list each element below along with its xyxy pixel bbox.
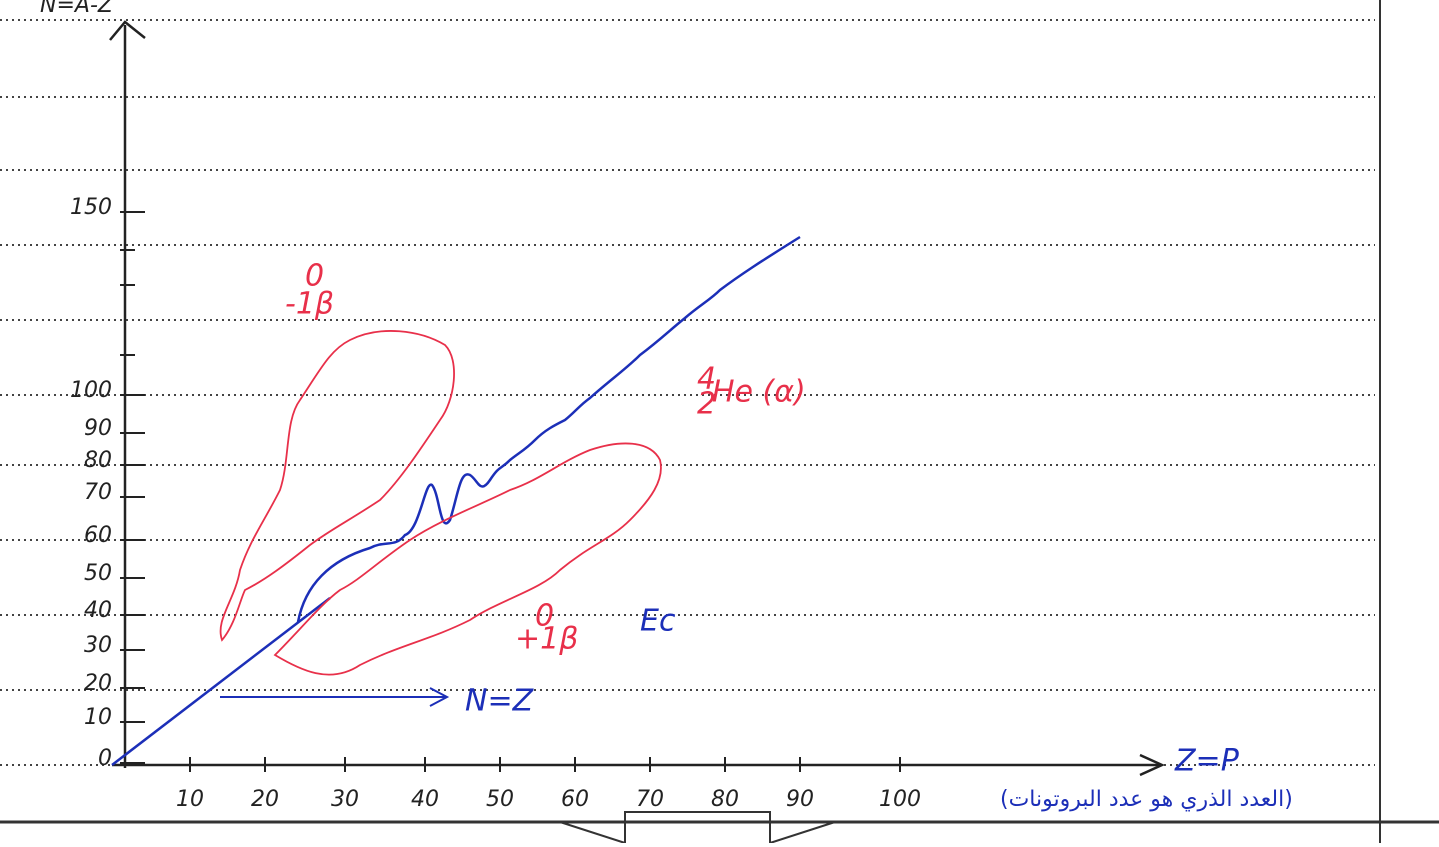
beta-plus-region xyxy=(275,443,661,674)
beta-minus-label: -1β xyxy=(285,287,334,322)
y-axis-label: N=A-Z xyxy=(40,0,114,18)
x-tick-label: 100 xyxy=(879,787,921,812)
y-tick-label: 150 xyxy=(70,195,112,220)
x-tick-label: 20 xyxy=(251,787,279,812)
x-tick-label: 40 xyxy=(411,787,439,812)
y-tick-label: 70 xyxy=(84,480,112,505)
stability-line-label: N=Z xyxy=(465,684,535,719)
y-tick-label: 100 xyxy=(70,378,112,403)
y-tick-label: 20 xyxy=(84,671,112,696)
y-tick-label: 60 xyxy=(84,523,112,548)
x-tick-label: 30 xyxy=(331,787,359,812)
x-tick-label: 60 xyxy=(561,787,589,812)
beta-plus-label: +1β xyxy=(515,622,578,657)
y-tick-label: 50 xyxy=(84,561,112,586)
y-tick-label: 80 xyxy=(84,448,112,473)
y-tick-label: 90 xyxy=(84,416,112,441)
y-tick-label: 0 xyxy=(98,746,112,771)
page: {"graph": { "y_axis_label": "N=A-Z", "x_… xyxy=(0,0,1439,843)
notebook-page: 1501009080706050403020100102030405060708… xyxy=(0,0,1439,843)
x-tick-label: 50 xyxy=(486,787,514,812)
x-tick-label: 70 xyxy=(636,787,664,812)
x-tick-label: 80 xyxy=(711,787,739,812)
y-tick-label: 10 xyxy=(84,705,112,730)
page-tab xyxy=(560,812,835,843)
y-axis-arrow xyxy=(110,22,145,40)
ruled-lines xyxy=(0,20,1375,765)
x-tick-label: 10 xyxy=(176,787,204,812)
stability-valley-curve xyxy=(298,237,800,622)
alpha-label: He (α) xyxy=(712,375,806,410)
capture-label: Ec xyxy=(640,604,676,639)
x-tick-label: 90 xyxy=(786,787,814,812)
beta-minus-region xyxy=(221,331,455,640)
x-axis-label: Z=P xyxy=(1174,744,1240,779)
y-tick-label: 40 xyxy=(84,598,112,623)
x-axis-note: (العدد الذري هو عدد البروتونات) xyxy=(1000,787,1293,812)
y-tick-label: 30 xyxy=(84,633,112,658)
